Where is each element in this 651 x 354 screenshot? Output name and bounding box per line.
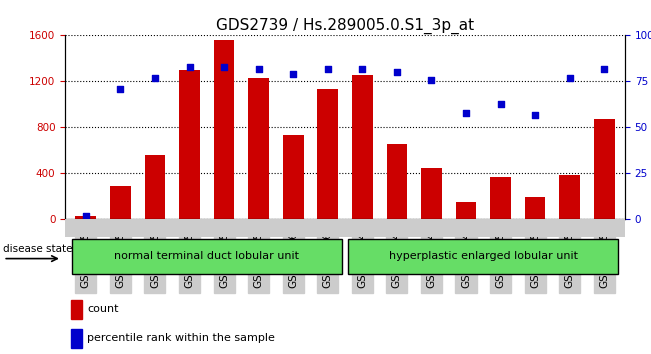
Point [184, 64, 195, 69]
Bar [76, 216, 96, 219]
Point [253, 66, 264, 72]
Bar [387, 143, 408, 219]
Point [530, 112, 540, 118]
Text: disease state: disease state [3, 244, 73, 254]
Bar [145, 155, 165, 219]
Bar [559, 175, 580, 219]
Point [288, 71, 298, 77]
Point [599, 66, 609, 72]
Bar [283, 136, 303, 219]
Bar [248, 78, 269, 219]
Text: normal terminal duct lobular unit: normal terminal duct lobular unit [115, 251, 299, 261]
Point [150, 75, 160, 81]
Text: percentile rank within the sample: percentile rank within the sample [87, 333, 275, 343]
Point [495, 101, 506, 106]
Bar [110, 186, 131, 219]
Bar [594, 119, 615, 219]
Point [461, 110, 471, 115]
Point [426, 77, 437, 82]
Bar [525, 197, 546, 219]
Point [392, 69, 402, 75]
Point [564, 75, 575, 81]
Point [357, 66, 368, 72]
FancyBboxPatch shape [348, 239, 618, 274]
Bar [490, 177, 511, 219]
Bar [456, 202, 477, 219]
FancyBboxPatch shape [72, 239, 342, 274]
Title: GDS2739 / Hs.289005.0.S1_3p_at: GDS2739 / Hs.289005.0.S1_3p_at [216, 18, 474, 34]
Point [219, 64, 229, 69]
Bar [71, 329, 82, 348]
Bar [352, 75, 372, 219]
Bar [318, 90, 338, 219]
Point [322, 66, 333, 72]
Bar [214, 40, 234, 219]
Bar [421, 168, 442, 219]
Point [81, 213, 91, 219]
Text: count: count [87, 304, 119, 314]
Text: hyperplastic enlarged lobular unit: hyperplastic enlarged lobular unit [389, 251, 578, 261]
Point [115, 86, 126, 92]
Bar [179, 70, 200, 219]
Bar [71, 300, 82, 319]
